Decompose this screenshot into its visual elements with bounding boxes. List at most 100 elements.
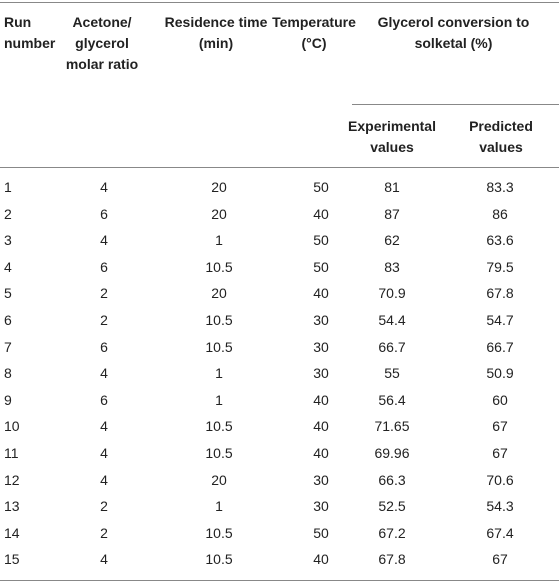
table-cell: 20 — [211, 471, 227, 488]
group-rule — [352, 104, 559, 105]
table-cell: 70.9 — [378, 285, 406, 302]
table-cell: 79.5 — [486, 258, 514, 275]
run-number: 9 — [4, 391, 12, 408]
table-cell: 10.5 — [205, 445, 233, 461]
header-cell: Temperature (°C) — [272, 14, 356, 51]
table-cell: 67 — [492, 418, 508, 435]
table-cell: 1 — [215, 232, 223, 249]
table-cell: 4 — [100, 445, 108, 461]
table-cell: 83.3 — [486, 179, 514, 195]
table-cell: 67.8 — [378, 551, 406, 568]
table-cell: 40 — [313, 285, 329, 302]
subheader-cell: Predicted values — [469, 118, 533, 155]
table-cell: 40 — [313, 551, 329, 568]
table-cell: 66.7 — [486, 338, 514, 355]
table-cell: 20 — [211, 179, 227, 195]
table-cell: 66.7 — [378, 338, 406, 355]
table-cell: 10.5 — [205, 524, 233, 541]
bottom-rule — [0, 580, 559, 581]
header-cell: Acetone/ glycerol molar ratio — [65, 14, 139, 72]
table-cell: 1 — [215, 391, 223, 408]
table-cell: 6 — [100, 258, 108, 275]
table-cell: 66.3 — [378, 471, 406, 488]
run-number: 4 — [4, 258, 12, 275]
table-cell: 40 — [313, 445, 329, 461]
table-cell: 54.4 — [378, 312, 406, 328]
table-cell: 54.7 — [486, 312, 514, 328]
table-cell: 4 — [100, 179, 108, 195]
run-number: 1 — [4, 179, 12, 195]
table-cell: 30 — [313, 338, 329, 355]
table-cell: 40 — [313, 205, 329, 222]
table-cell: 56.4 — [378, 391, 406, 408]
run-number: 13 — [4, 498, 20, 515]
table-cell: 10.5 — [205, 258, 233, 275]
table-cell: 10.5 — [205, 551, 233, 568]
run-number: 12 — [4, 471, 20, 488]
table-cell: 6 — [100, 205, 108, 222]
top-rule — [0, 2, 559, 3]
run-number: 10 — [4, 418, 20, 435]
table-cell: 1 — [215, 498, 223, 515]
table-cell: 10.5 — [205, 312, 233, 328]
table-cell: 10.5 — [205, 338, 233, 355]
table-cell: 30 — [313, 471, 329, 488]
table-cell: 60 — [492, 391, 508, 408]
table-cell: 4 — [100, 418, 108, 435]
subheader-cell: Experimental values — [348, 118, 436, 155]
table-cell: 4 — [100, 365, 108, 382]
table-cell: 2 — [100, 498, 108, 515]
run-number: 5 — [4, 285, 12, 302]
table-cell: 6 — [100, 391, 108, 408]
header-cell: Run number — [4, 14, 56, 51]
table-cell: 63.6 — [486, 232, 514, 249]
run-number: 15 — [4, 551, 20, 568]
run-number: 8 — [4, 365, 12, 382]
table-cell: 50 — [313, 179, 329, 195]
table-cell: 50.9 — [486, 365, 514, 382]
table-cell: 6 — [100, 338, 108, 355]
table-cell: 10.5 — [205, 418, 233, 435]
table-cell: 50 — [313, 524, 329, 541]
table-cell: 71.65 — [374, 418, 410, 435]
header-cell: Residence time (min) — [164, 14, 268, 51]
table-cell: 55 — [384, 365, 400, 382]
run-number: 2 — [4, 205, 12, 222]
table-cell: 67.2 — [378, 524, 406, 541]
run-number: 14 — [4, 524, 20, 541]
table-cell: 62 — [384, 232, 400, 249]
table-cell: 87 — [384, 205, 400, 222]
table-cell: 83 — [384, 258, 400, 275]
table-cell: 67 — [492, 551, 508, 568]
table-cell: 30 — [313, 365, 329, 382]
run-number: 3 — [4, 232, 12, 249]
table-cell: 2 — [100, 524, 108, 541]
run-number: 6 — [4, 312, 12, 328]
table-cell: 40 — [313, 391, 329, 408]
table-cell: 2 — [100, 285, 108, 302]
table-cell: 50 — [313, 258, 329, 275]
table-cell: 4 — [100, 232, 108, 249]
table-cell: 52.5 — [378, 498, 406, 515]
table-cell: 1 — [215, 365, 223, 382]
table-cell: 50 — [313, 232, 329, 249]
table-cell: 67.4 — [486, 524, 514, 541]
table-cell: 2 — [100, 312, 108, 328]
table-cell: 4 — [100, 551, 108, 568]
table-cell: 69.96 — [374, 445, 410, 461]
table-cell: 67 — [492, 445, 508, 461]
table-cell: 67.8 — [486, 285, 514, 302]
table-cell: 30 — [313, 498, 329, 515]
run-number: 7 — [4, 338, 12, 355]
table-cell: 86 — [492, 205, 508, 222]
table-cell: 4 — [100, 471, 108, 488]
run-number: 11 — [4, 445, 19, 461]
table-cell: 20 — [211, 205, 227, 222]
table-cell: 54.3 — [486, 498, 514, 515]
table-cell: 70.6 — [486, 471, 514, 488]
table-cell: 40 — [313, 418, 329, 435]
table-cell: 81 — [384, 179, 400, 195]
table-cell: 20 — [211, 285, 227, 302]
header-rule — [0, 167, 559, 168]
